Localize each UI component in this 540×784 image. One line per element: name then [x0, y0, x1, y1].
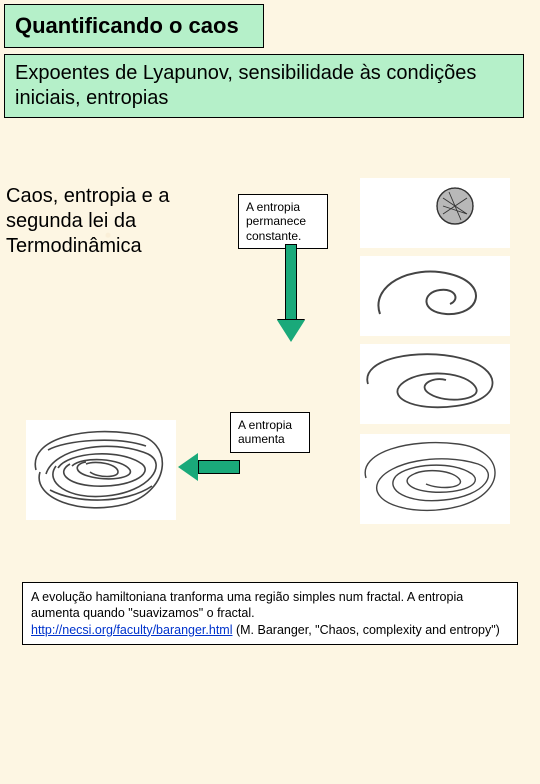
footnote-text-2: (M. Baranger, "Chaos, complexity and ent…	[233, 623, 500, 637]
arrow-left-icon	[180, 454, 240, 480]
footnote: A evolução hamiltoniana tranforma uma re…	[22, 582, 518, 645]
scribble-smoothed	[26, 420, 176, 520]
caption-entropy-increase: A entropia aumenta	[230, 412, 310, 453]
scribble-stage-2	[360, 256, 510, 336]
section-heading: Caos, entropia e a segunda lei da Termod…	[6, 184, 206, 259]
footnote-link[interactable]: http://necsi.org/faculty/baranger.html	[31, 623, 233, 637]
caption-entropy-constant: A entropia permanece constante.	[238, 194, 328, 249]
slide-title: Quantificando o caos	[4, 4, 264, 48]
scribble-stage-4	[360, 434, 510, 524]
scribble-stage-1	[360, 178, 510, 248]
arrow-down-icon	[280, 244, 302, 344]
footnote-text-1: A evolução hamiltoniana tranforma uma re…	[31, 590, 463, 620]
scribble-stage-3	[360, 344, 510, 424]
slide-subtitle: Expoentes de Lyapunov, sensibilidade às …	[4, 54, 524, 118]
